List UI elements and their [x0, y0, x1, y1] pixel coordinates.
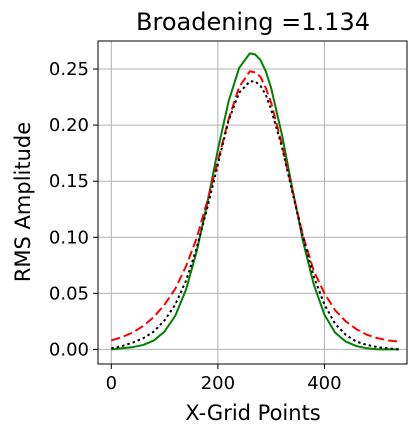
y-tick-label: 0.05 [49, 283, 89, 304]
x-axis-label: X-Grid Points [185, 401, 321, 425]
y-tick-label: 0.00 [49, 339, 89, 360]
x-tick-label: 400 [307, 373, 341, 394]
chart-title: Broadening =1.134 [136, 8, 370, 36]
x-tick-label: 200 [201, 373, 235, 394]
tick-labels: 0 200 400 0.00 0.05 0.10 0.15 0.20 0.25 [49, 59, 342, 394]
y-tick-label: 0.25 [49, 59, 89, 80]
series-line-solid [111, 52, 400, 351]
series-line-dotted [111, 80, 400, 351]
y-tick-label: 0.10 [49, 227, 89, 248]
y-tick-label: 0.20 [49, 115, 89, 136]
plot-frame [97, 40, 408, 365]
x-tick-label: 0 [106, 373, 117, 394]
y-tick-label: 0.15 [49, 171, 89, 192]
tick-marks [93, 68, 325, 369]
series-line-dashed [111, 70, 400, 343]
grid-lines [98, 41, 407, 364]
series-lines [111, 52, 400, 351]
y-axis-label: RMS Amplitude [11, 122, 35, 282]
